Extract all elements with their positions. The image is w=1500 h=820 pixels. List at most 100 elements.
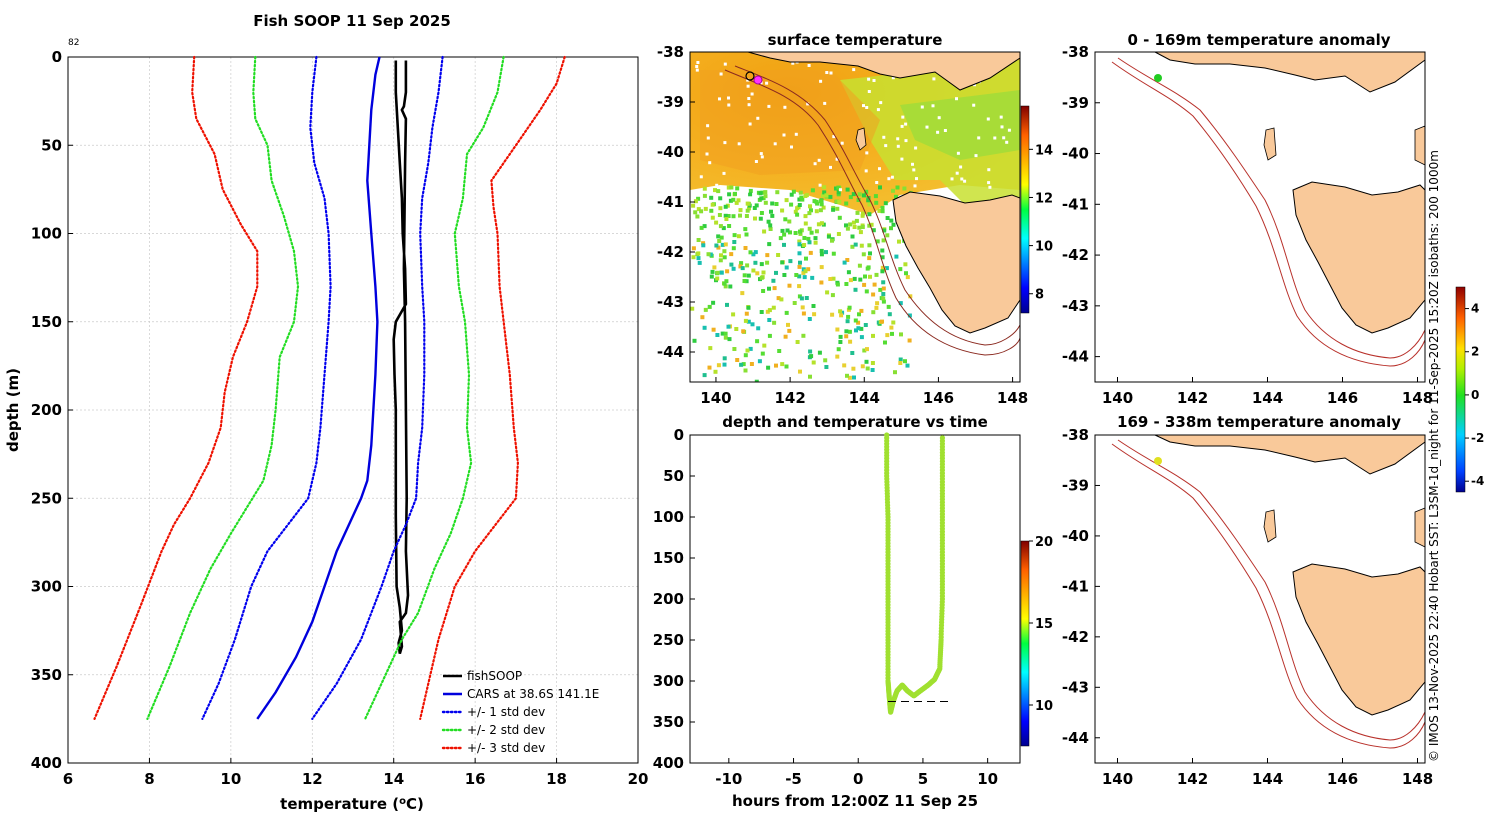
anomaly-cbar-label: -4 <box>1471 474 1484 488</box>
sst-pixel <box>738 213 742 218</box>
sst-pixel <box>859 243 864 248</box>
sst-pixel <box>808 250 813 255</box>
sst-pixel <box>784 364 789 369</box>
sst-pixel <box>691 255 696 260</box>
sst-pixel <box>774 363 778 368</box>
sst-pixel <box>692 338 697 343</box>
sst-pixel <box>851 220 856 225</box>
sst-pixel <box>746 319 751 324</box>
sst-pixel <box>838 340 843 344</box>
sst-pixel <box>859 335 864 340</box>
sst-pixel <box>696 207 701 212</box>
sst-cbar-label: 14 <box>1035 143 1053 158</box>
sst-gap <box>759 152 763 156</box>
sst-pixel <box>784 198 789 203</box>
profile-xtick-label: 20 <box>628 770 649 788</box>
sst-track-end-marker <box>753 75 763 85</box>
depth-time-ytick-label: 0 <box>674 426 684 444</box>
sst-pixel <box>795 340 800 344</box>
sst-pixel <box>771 278 776 283</box>
sst-pixel <box>886 304 891 309</box>
sst-pixel <box>719 235 724 240</box>
sst-pixel <box>803 269 808 274</box>
sst-pixel <box>755 339 760 344</box>
sst-pixel <box>808 349 813 354</box>
sst-pixel <box>838 334 843 339</box>
sst-gap <box>723 62 727 66</box>
sst-gap <box>891 76 895 80</box>
sst-pixel <box>830 293 835 298</box>
sst-gap <box>932 77 936 81</box>
sst-gap <box>865 151 869 155</box>
sst-gap <box>706 136 710 140</box>
depth-time-xtick-label: 0 <box>853 770 863 788</box>
sst-pixel <box>763 194 768 199</box>
anomaly-upper-flinders-island <box>1414 125 1426 166</box>
sst-gap <box>817 158 821 162</box>
anomaly-colorbar <box>1455 286 1466 493</box>
sst-pixel <box>743 318 748 323</box>
depth-time-ytick-label: 50 <box>663 467 684 485</box>
sst-pixel <box>866 198 871 203</box>
anomaly-lower-xtick-label: 148 <box>1402 770 1433 788</box>
sst-gap <box>840 141 844 145</box>
sst-gap <box>896 144 900 148</box>
sst-pixel <box>875 301 880 306</box>
sst-pixel <box>752 206 757 210</box>
sst-gap <box>963 179 967 183</box>
sst-gap <box>900 157 904 161</box>
sst-ytick-label: -44 <box>657 343 684 361</box>
sst-gap <box>818 183 822 187</box>
sst-pixel <box>844 201 849 206</box>
anomaly-lower-xtick-label: 142 <box>1177 770 1208 788</box>
sst-pixel <box>702 373 707 378</box>
sst-pixel <box>878 287 883 292</box>
sst-pixel <box>851 366 856 371</box>
profile-line--2-std-dev <box>146 55 300 721</box>
sst-pixel <box>850 244 855 249</box>
depth-time-cbar-label: 10 <box>1035 699 1053 714</box>
anomaly-upper-xtick-label: 144 <box>1252 389 1283 407</box>
sst-gap <box>904 122 908 126</box>
sst-pixel <box>722 249 727 254</box>
sst-pixel <box>803 194 808 198</box>
profile-xtick-label: 6 <box>63 770 73 788</box>
sst-pixel <box>852 225 857 229</box>
sst-pixel <box>711 300 716 305</box>
sst-pixel <box>736 198 741 203</box>
sst-pixel <box>699 209 704 214</box>
sst-pixel <box>846 270 851 275</box>
sst-pixel <box>780 228 785 233</box>
anomaly-upper-axes-box <box>1094 51 1426 383</box>
sst-pixel <box>881 286 886 291</box>
sst-pixel <box>721 226 726 231</box>
anomaly-map-lower: 169 - 338m temperature anomaly 140 142 144… <box>1062 286 1484 788</box>
sst-pixel <box>859 326 864 331</box>
sst-pixel <box>743 227 748 232</box>
sst-pixel <box>884 266 889 271</box>
sst-pixel <box>791 189 796 194</box>
sst-pixel <box>867 243 872 248</box>
sst-pixel <box>817 350 822 355</box>
sst-ytick-label: -39 <box>657 93 684 111</box>
sst-pixel <box>715 270 720 275</box>
sst-pixel <box>824 365 829 369</box>
sst-pixel <box>767 308 772 313</box>
sst-pixel <box>809 354 814 359</box>
sst-pixel <box>693 210 698 215</box>
profile-line-fishsoop <box>392 60 410 654</box>
legend-label: +/- 1 std dev <box>467 705 545 719</box>
sst-pixel <box>707 304 712 309</box>
anomaly-upper-marker <box>1154 74 1162 82</box>
sst-pixel <box>784 265 789 270</box>
sst-pixel <box>690 306 695 311</box>
anomaly-lower-ytick-label: -41 <box>1062 577 1089 595</box>
anomaly-upper-ytick-label: -40 <box>1062 145 1089 163</box>
sst-pixel <box>810 275 815 280</box>
sst-pixel <box>837 215 842 220</box>
sst-pixel <box>856 326 861 331</box>
sst-pixel <box>718 258 723 263</box>
sst-pixel <box>739 362 744 367</box>
sst-pixel <box>758 191 763 196</box>
sst-gap <box>1007 128 1011 132</box>
